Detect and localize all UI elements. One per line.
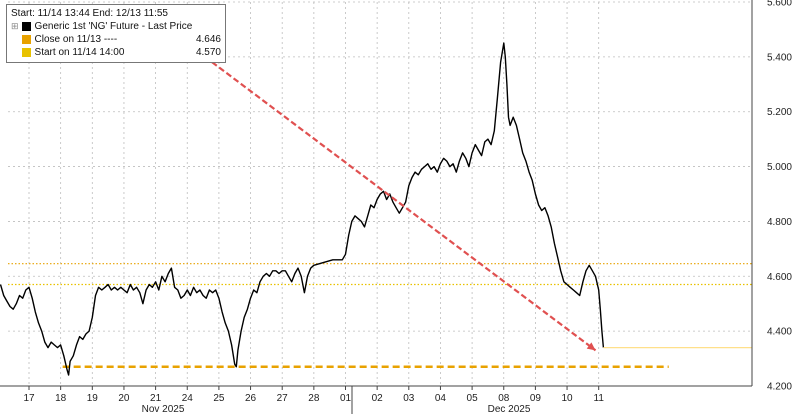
legend-start-row[interactable]: ⊞ Start on 11/14 14:00 4.570 — [11, 46, 221, 59]
y-tick-label: 4.200 — [767, 382, 792, 393]
series-layer — [0, 42, 752, 376]
month-label: Nov 2025 — [142, 404, 185, 414]
y-tick-label: 5.000 — [767, 162, 792, 173]
x-tick-label: 10 — [561, 393, 573, 404]
x-tick-label: 09 — [530, 393, 542, 404]
legend-close-value: 4.646 — [195, 34, 221, 45]
month-label: Dec 2025 — [488, 404, 531, 414]
legend-header-text: Start: 11/14 13:44 End: 12/13 11:55 — [11, 8, 168, 19]
legend-series-label: Generic 1st 'NG' Future - Last Price — [34, 21, 193, 32]
y-tick-label: 5.200 — [767, 107, 792, 118]
x-tick-label: 02 — [372, 393, 384, 404]
x-tick-label: 01 — [340, 393, 352, 404]
series-swatch — [21, 22, 31, 31]
y-tick-label: 4.400 — [767, 327, 792, 338]
price-series-line — [0, 42, 605, 376]
expand-icon[interactable]: ⊞ — [11, 21, 19, 31]
x-tick-label: 25 — [213, 393, 225, 404]
y-tick-label: 4.600 — [767, 272, 792, 283]
x-tick-label: 17 — [23, 393, 35, 404]
x-tick-label: 27 — [277, 393, 289, 404]
y-tick-label: 4.800 — [767, 217, 792, 228]
trend-arrow-head — [586, 342, 596, 351]
trend-arrow-line — [189, 45, 597, 352]
x-tick-label: 05 — [467, 393, 479, 404]
x-tick-label: 19 — [87, 393, 99, 404]
x-tick-label: 08 — [498, 393, 510, 404]
legend-box: Start: 11/14 13:44 End: 12/13 11:55 ⊞ Ge… — [6, 4, 226, 63]
start-swatch — [21, 48, 31, 57]
grid — [8, 1, 752, 387]
x-tick-label: 03 — [403, 393, 415, 404]
x-tick-label: 24 — [182, 393, 194, 404]
legend-start-label: Start on 11/14 14:00 — [34, 47, 125, 58]
legend-close-label: Close on 11/13 ---- — [34, 34, 118, 45]
reference-lines — [8, 263, 752, 369]
y-tick-label: 5.600 — [767, 0, 792, 9]
legend-close-row[interactable]: ⊞ Close on 11/13 ---- 4.646 — [11, 33, 221, 46]
y-tick-label: 5.400 — [767, 52, 792, 63]
legend-start-value: 4.570 — [195, 47, 221, 58]
x-tick-label: 20 — [118, 393, 130, 404]
close-swatch — [21, 35, 31, 44]
x-tick-label: 28 — [308, 393, 320, 404]
x-tick-label: 26 — [245, 393, 257, 404]
x-tick-label: 18 — [55, 393, 67, 404]
legend-series-row[interactable]: ⊞ Generic 1st 'NG' Future - Last Price — [11, 20, 221, 33]
x-tick-label: 04 — [435, 393, 447, 404]
legend-header: Start: 11/14 13:44 End: 12/13 11:55 — [11, 7, 221, 20]
trend-arrow-layer — [189, 45, 597, 352]
x-tick-label: 11 — [594, 393, 605, 404]
x-tick-label: 21 — [150, 393, 162, 404]
